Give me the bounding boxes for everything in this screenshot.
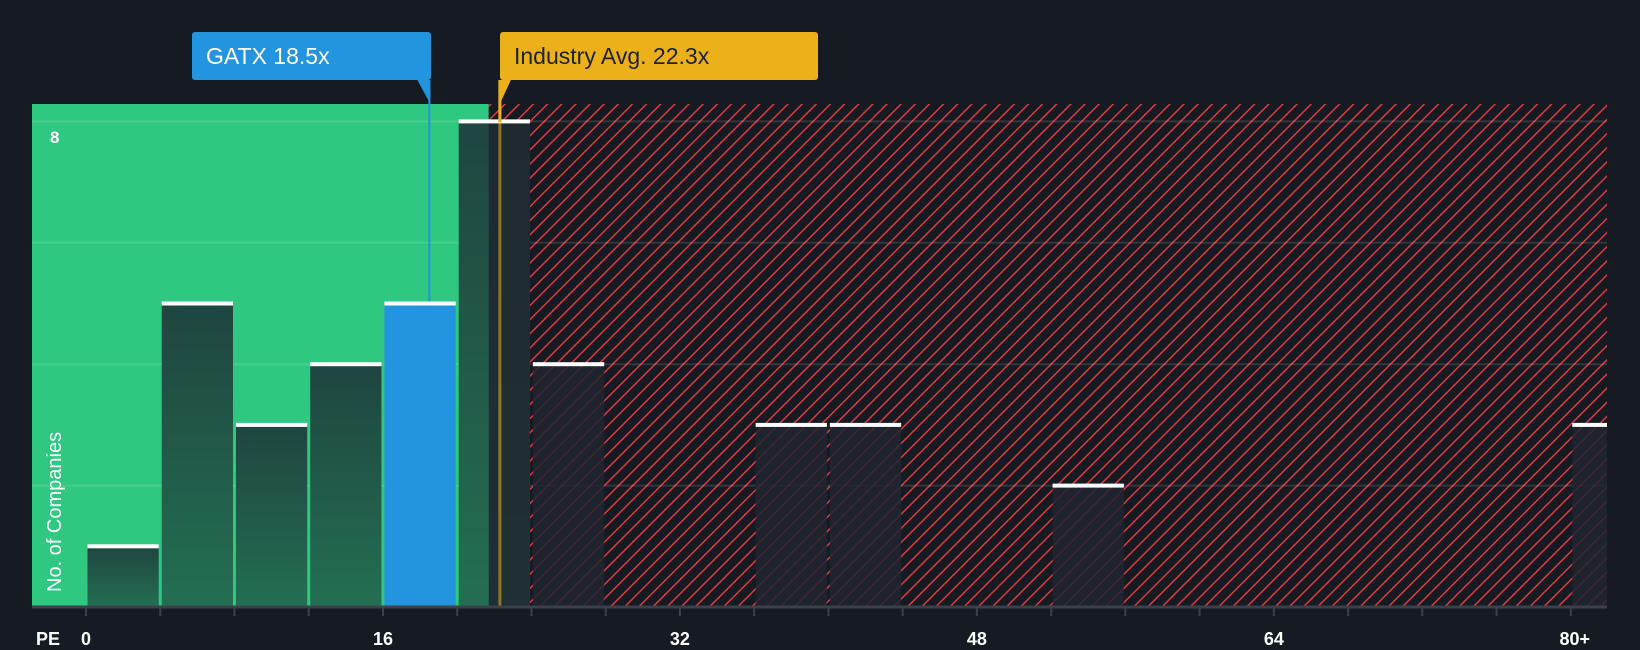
overvalued-zone — [488, 104, 1608, 607]
bar-top-cap — [235, 422, 308, 427]
histogram-bar — [235, 424, 308, 607]
company-pointer — [417, 80, 431, 104]
bar-overlay — [488, 121, 530, 608]
industry-avg-callout: Industry Avg. 22.3x — [500, 32, 818, 80]
y-tick-label: 8 — [50, 128, 60, 147]
bar-top-cap — [755, 422, 827, 427]
histogram-bar — [532, 364, 605, 607]
industry-avg-label: Industry Avg. 22.3x — [514, 43, 710, 69]
histogram-bar — [1052, 485, 1124, 607]
histogram-bar — [829, 424, 902, 607]
company-pe-callout: GATX 18.5x — [192, 32, 431, 80]
x-axis-label: PE — [36, 629, 61, 649]
company-pe-label: GATX 18.5x — [206, 43, 330, 69]
histogram-bar — [755, 424, 827, 607]
value-markers — [417, 80, 511, 607]
valuation-regions — [32, 104, 1608, 607]
x-axis — [32, 605, 1607, 616]
bar-top-cap — [161, 301, 233, 306]
histogram-bar — [161, 303, 233, 607]
x-tick-label: 32 — [669, 629, 690, 649]
bar-top-cap — [310, 362, 382, 367]
histogram-bars — [87, 119, 1607, 608]
x-tick-label: 64 — [1263, 629, 1284, 649]
industry-pointer — [498, 80, 511, 106]
histogram-bar — [87, 546, 159, 607]
bar-top-cap — [87, 544, 159, 549]
bar-top-cap — [384, 301, 456, 306]
x-tick-label: 80+ — [1559, 629, 1591, 649]
bar-top-cap — [1052, 483, 1124, 488]
x-tick-label: 0 — [80, 629, 92, 649]
y-axis-label: No. of Companies — [44, 431, 66, 592]
histogram-bar — [384, 303, 456, 607]
bar-top-cap — [829, 422, 902, 427]
x-tick-label: 16 — [372, 629, 393, 649]
bar-top-cap — [532, 362, 605, 367]
x-tick-label: 48 — [966, 629, 987, 649]
bar-top-cap — [458, 119, 530, 124]
histogram-bar — [1572, 424, 1607, 607]
histogram-bar — [310, 364, 382, 607]
bar-top-cap — [1572, 422, 1607, 427]
